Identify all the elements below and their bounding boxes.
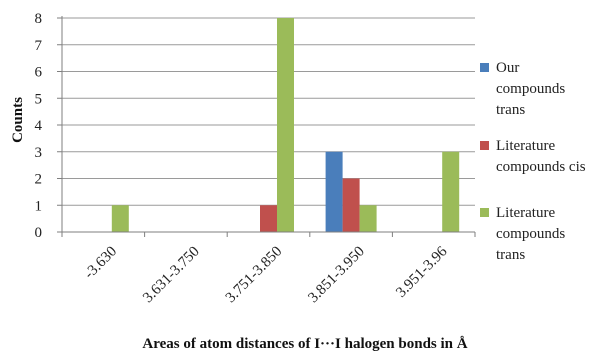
bar bbox=[359, 205, 377, 232]
legend-label: compounds bbox=[496, 226, 565, 242]
y-tick-label: 8 bbox=[35, 11, 43, 27]
x-axis-title: Areas of atom distances of I···I halogen… bbox=[142, 336, 467, 352]
y-tick-label: 2 bbox=[35, 172, 43, 188]
bar bbox=[111, 205, 129, 232]
y-tick-label: 0 bbox=[35, 225, 43, 241]
legend-label: trans bbox=[496, 247, 525, 263]
x-tick-label: -3.630 bbox=[81, 244, 120, 283]
x-tick-labels: -3.630 3.631-3.750 3.751-3.850 3.851-3.950 3… bbox=[81, 243, 450, 306]
bar bbox=[442, 151, 460, 232]
x-tick-label: 3.851-3.950 bbox=[305, 244, 368, 307]
x-tick-label: 3.751-3.850 bbox=[223, 244, 286, 307]
legend: Our compounds trans Literature compounds cis… bbox=[480, 60, 586, 263]
bar bbox=[260, 205, 277, 232]
legend-label: compounds cis bbox=[496, 159, 586, 175]
y-tick-labels: 0 1 2 3 4 5 6 7 8 bbox=[35, 11, 43, 241]
x-tick-label: 3.951-3.96 bbox=[393, 243, 451, 301]
y-tick-label: 7 bbox=[35, 38, 43, 54]
bar bbox=[277, 18, 294, 232]
y-axis-title: Counts bbox=[10, 97, 26, 143]
bar bbox=[325, 151, 343, 232]
y-tick-label: 4 bbox=[35, 118, 43, 134]
y-tick-label: 5 bbox=[35, 91, 43, 107]
legend-swatch bbox=[480, 63, 489, 72]
legend-label: trans bbox=[496, 102, 525, 118]
y-tick-label: 1 bbox=[35, 198, 43, 214]
gridlines bbox=[62, 17, 475, 233]
bars bbox=[111, 18, 460, 232]
x-tick-label: 3.631-3.750 bbox=[140, 244, 203, 307]
y-tick-label: 6 bbox=[35, 65, 43, 81]
legend-swatch bbox=[480, 208, 489, 217]
legend-label: compounds bbox=[496, 81, 565, 97]
legend-label: Literature bbox=[496, 205, 555, 221]
y-tick-label: 3 bbox=[35, 145, 43, 161]
bar bbox=[342, 178, 360, 232]
legend-label: Literature bbox=[496, 138, 555, 154]
legend-label: Our bbox=[496, 60, 519, 76]
legend-swatch bbox=[480, 141, 489, 150]
axes bbox=[57, 16, 476, 237]
